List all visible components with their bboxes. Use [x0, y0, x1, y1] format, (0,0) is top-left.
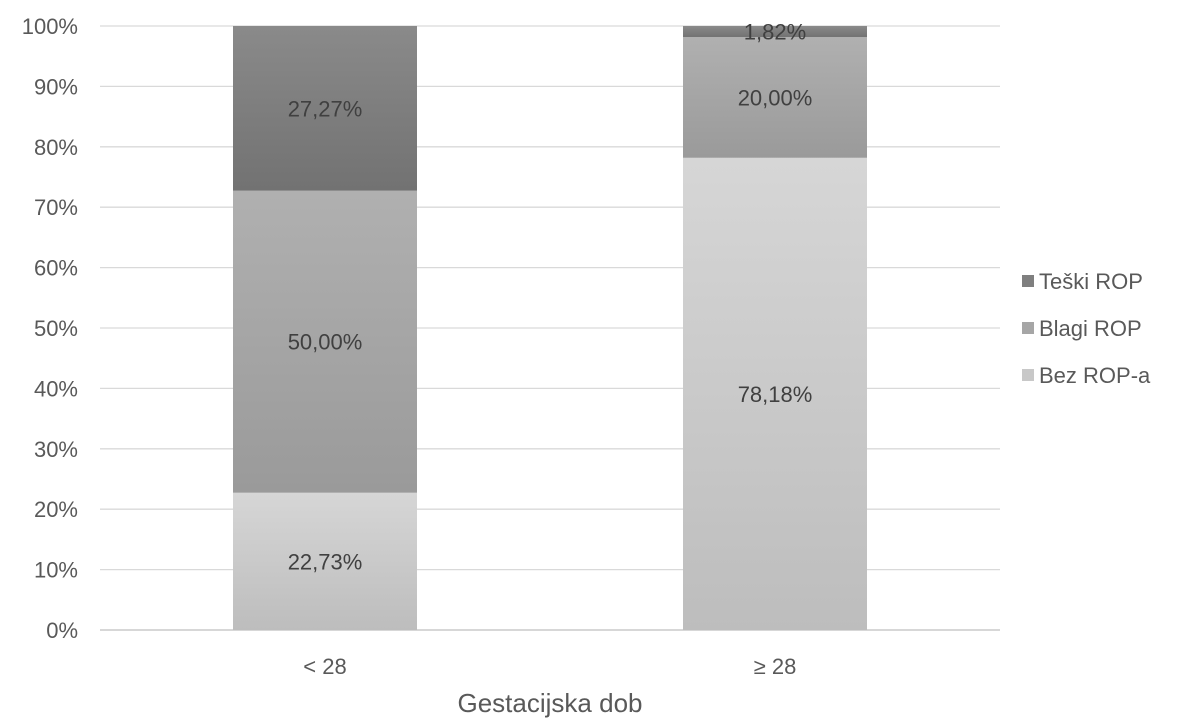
- data-label: 22,73%: [288, 549, 363, 574]
- legend-swatch: [1022, 275, 1034, 287]
- y-tick-label: 10%: [34, 558, 78, 583]
- data-label: 50,00%: [288, 330, 363, 355]
- y-tick-label: 90%: [34, 74, 78, 99]
- x-tick-label: ≥ 28: [754, 654, 797, 679]
- y-tick-label: 100%: [22, 14, 78, 39]
- y-axis-ticks: 0% 10% 20% 30% 40% 50% 60% 70% 80% 90% 100%: [22, 14, 78, 643]
- y-tick-label: 60%: [34, 256, 78, 281]
- data-label: 78,18%: [738, 382, 813, 407]
- y-tick-label: 80%: [34, 135, 78, 160]
- data-label: 27,27%: [288, 96, 363, 121]
- bar-segment: [683, 157, 867, 631]
- bar-segment: [233, 492, 417, 630]
- bars: 22,73% 50,00% 27,27% 78,18% 20,00% 1,82%: [233, 19, 867, 631]
- y-tick-label: 70%: [34, 195, 78, 220]
- legend-label: Blagi ROP: [1039, 316, 1142, 341]
- legend-label: Bez ROP-a: [1039, 363, 1151, 388]
- x-axis-title: Gestacijska dob: [458, 688, 643, 718]
- bar-segment: [683, 26, 867, 37]
- data-label: 20,00%: [738, 85, 813, 110]
- bar-segment: [233, 26, 417, 191]
- bar-segment: [233, 190, 417, 493]
- y-tick-label: 0%: [46, 618, 78, 643]
- data-label: 1,82%: [744, 19, 806, 44]
- y-tick-label: 50%: [34, 316, 78, 341]
- legend: Teški ROP Blagi ROP Bez ROP-a: [1022, 269, 1151, 388]
- y-tick-label: 20%: [34, 497, 78, 522]
- y-tick-label: 40%: [34, 376, 78, 401]
- y-tick-label: 30%: [34, 437, 78, 462]
- legend-label: Teški ROP: [1039, 269, 1143, 294]
- legend-swatch: [1022, 322, 1034, 334]
- x-axis-ticks: < 28 ≥ 28: [303, 654, 796, 679]
- x-tick-label: < 28: [303, 654, 346, 679]
- legend-swatch: [1022, 369, 1034, 381]
- bar-segment: [683, 36, 867, 158]
